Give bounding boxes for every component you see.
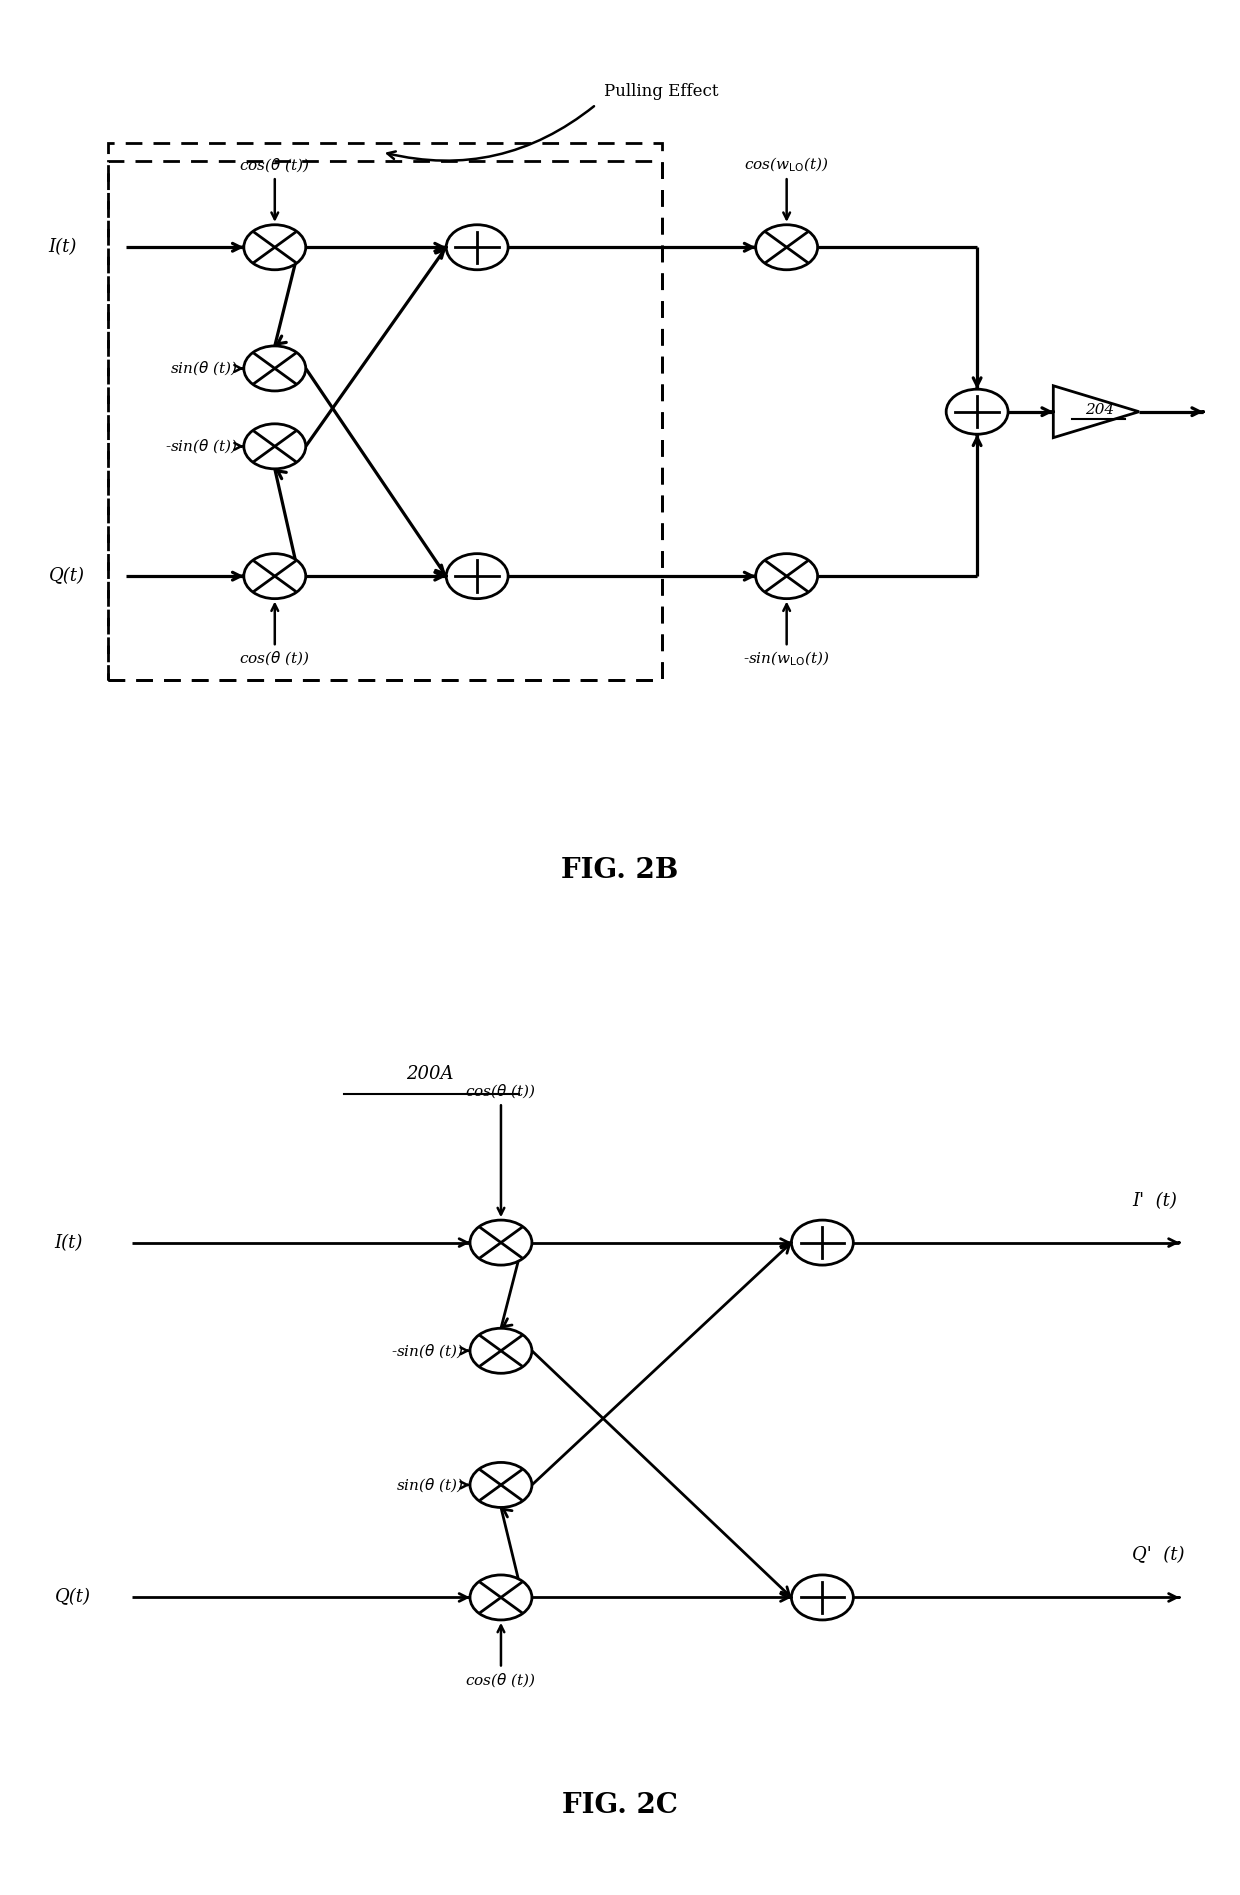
Text: cos(w$_{\rm LO}$(t)): cos(w$_{\rm LO}$(t)) bbox=[744, 155, 830, 174]
Text: Q'  (t): Q' (t) bbox=[1132, 1546, 1184, 1565]
Text: -sin(w$_{\rm LO}$(t)): -sin(w$_{\rm LO}$(t)) bbox=[743, 650, 830, 669]
Circle shape bbox=[755, 226, 817, 269]
Circle shape bbox=[244, 347, 306, 390]
Text: 200A: 200A bbox=[405, 1065, 454, 1082]
Text: I(t): I(t) bbox=[48, 239, 77, 256]
Circle shape bbox=[470, 1575, 532, 1620]
Circle shape bbox=[470, 1220, 532, 1266]
Text: -sin($\theta$ (t)): -sin($\theta$ (t)) bbox=[165, 438, 238, 455]
Bar bbox=[108, 161, 662, 680]
Circle shape bbox=[470, 1463, 532, 1507]
Circle shape bbox=[946, 388, 1008, 434]
Text: 204: 204 bbox=[1085, 404, 1115, 417]
Polygon shape bbox=[1053, 387, 1140, 438]
Text: -sin($\theta$ (t)): -sin($\theta$ (t)) bbox=[391, 1342, 464, 1359]
Text: Pulling Effect: Pulling Effect bbox=[604, 83, 719, 100]
Text: Q(t): Q(t) bbox=[48, 567, 84, 586]
Circle shape bbox=[244, 553, 306, 599]
Circle shape bbox=[791, 1220, 853, 1266]
Circle shape bbox=[446, 226, 508, 269]
Text: cos($\theta$ (t)): cos($\theta$ (t)) bbox=[239, 155, 310, 174]
Circle shape bbox=[755, 553, 817, 599]
Circle shape bbox=[470, 1328, 532, 1374]
Circle shape bbox=[244, 226, 306, 269]
Text: I'  (t): I' (t) bbox=[1132, 1192, 1177, 1209]
Text: cos($\theta$ (t)): cos($\theta$ (t)) bbox=[239, 650, 310, 667]
Text: cos($\theta$ (t)): cos($\theta$ (t)) bbox=[465, 1082, 537, 1099]
Circle shape bbox=[791, 1575, 853, 1620]
Text: sin($\theta$ (t)): sin($\theta$ (t)) bbox=[396, 1476, 464, 1493]
Text: FIG. 2C: FIG. 2C bbox=[562, 1791, 678, 1819]
Text: Q(t): Q(t) bbox=[55, 1588, 91, 1607]
Circle shape bbox=[244, 424, 306, 468]
Circle shape bbox=[446, 553, 508, 599]
Text: I(t): I(t) bbox=[55, 1234, 83, 1251]
Text: sin($\theta$ (t)): sin($\theta$ (t)) bbox=[170, 360, 238, 377]
Bar bbox=[108, 144, 662, 680]
Text: FIG. 2B: FIG. 2B bbox=[562, 857, 678, 883]
Text: cos($\theta$ (t)): cos($\theta$ (t)) bbox=[465, 1671, 537, 1688]
